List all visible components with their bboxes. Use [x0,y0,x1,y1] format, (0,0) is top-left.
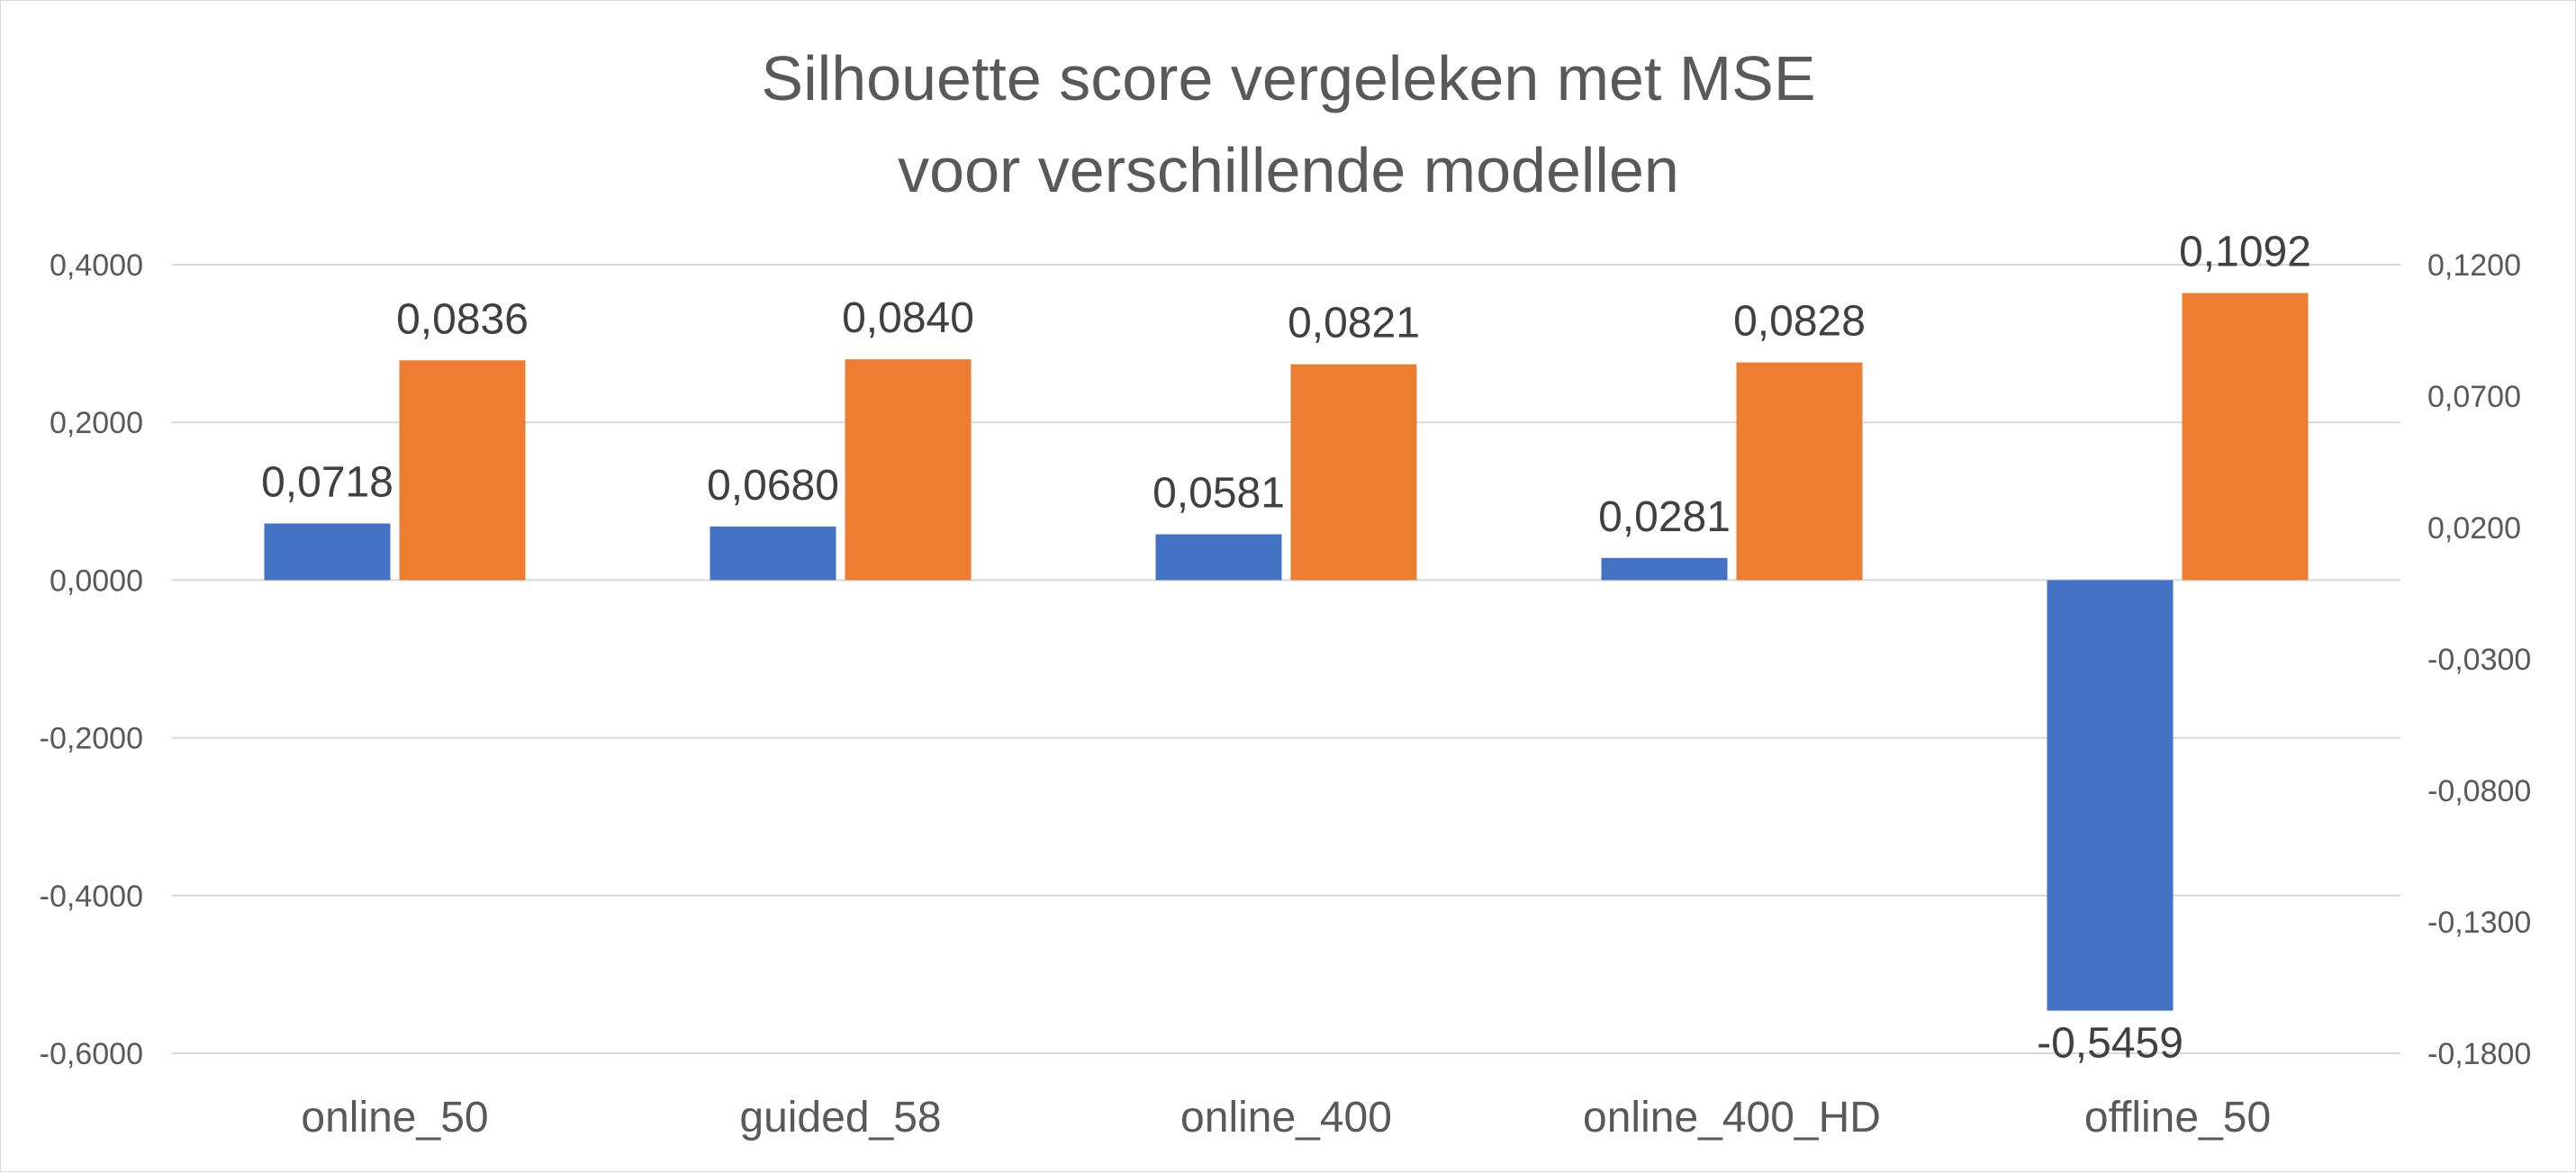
bars [264,293,2309,1011]
right-tick-label: -0,1800 [2427,1037,2531,1071]
data-label: 0,0836 [396,295,529,343]
right-tick-label: -0,1300 [2427,906,2531,940]
right-tick-label: -0,0800 [2427,774,2531,808]
bar [1155,534,1282,581]
left-tick-label: 0,4000 [50,248,143,283]
category-label: online_50 [301,1094,488,1141]
right-tick-label: 0,0700 [2427,380,2521,414]
data-label: 0,0821 [1288,300,1420,347]
chart-title-line-2: voor verschillende modellen [898,135,1679,205]
chart-title-line-1: Silhouette score vergeleken met MSE [761,43,1815,113]
gridlines [172,264,2400,1054]
bar [845,359,972,581]
right-tick-label: -0,0300 [2427,643,2531,677]
bar [2182,293,2309,581]
bar [1736,362,1863,581]
data-label: 0,0828 [1733,298,1866,346]
left-tick-label: -0,4000 [40,880,143,914]
data-label: 0,0680 [707,462,839,510]
right-tick-label: 0,0200 [2427,511,2521,546]
left-tick-label: 0,2000 [50,406,143,440]
data-labels: 0,0718 0,0836 0,0680 0,0840 0,0581 0,0821 0,02… [261,229,2311,1068]
bar [399,360,526,581]
category-label: online_400_HD [1583,1094,1881,1141]
category-label: online_400 [1180,1094,1392,1141]
bar [1601,557,1728,581]
left-axis-ticks: 0,4000 0,2000 0,0000 -0,2000 -0,4000 -0,6000 [40,248,143,1071]
data-label: 0,0581 [1152,470,1285,518]
category-label: offline_50 [2084,1094,2271,1141]
bar [264,523,391,581]
bar [710,526,836,581]
bar [2047,580,2174,1011]
data-label: 0,0281 [1598,493,1731,541]
category-label: guided_58 [739,1094,941,1141]
data-label: 0,1092 [2179,229,2311,276]
left-tick-label: -0,2000 [40,722,143,756]
left-tick-label: 0,0000 [50,564,143,598]
bar [1290,364,1417,581]
right-tick-label: 0,1200 [2427,248,2521,283]
data-label: 0,0840 [842,294,974,342]
data-label: 0,0718 [261,459,393,507]
right-axis-ticks: 0,1200 0,0700 0,0200 -0,0300 -0,0800 -0,1300 -… [2427,248,2531,1071]
left-tick-label: -0,6000 [40,1037,143,1071]
data-label: -0,5459 [2037,1020,2183,1068]
category-labels: online_50 guided_58 online_400 online_400_H… [301,1094,2271,1141]
